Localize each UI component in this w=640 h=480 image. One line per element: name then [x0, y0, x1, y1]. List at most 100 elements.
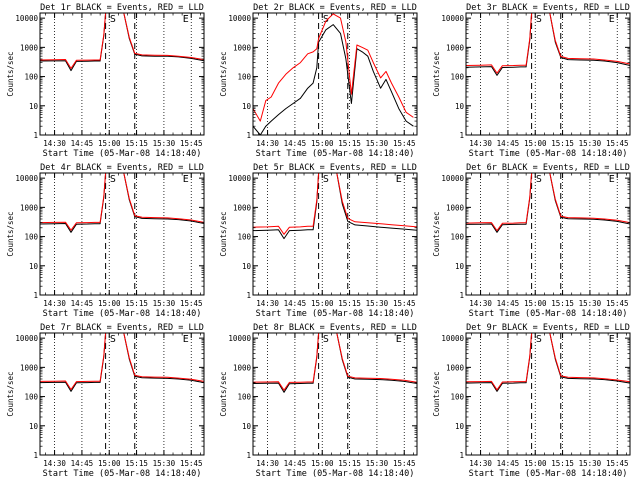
y-tick-label: 10000 [228, 174, 251, 183]
series-group [40, 13, 204, 72]
x-tick-label: 15:00 [98, 139, 121, 148]
x-tick-label: 14:45 [71, 299, 94, 308]
y-tick-label: 10000 [441, 14, 464, 23]
panel-title: Det 1r BLACK = Events, RED = LLD [40, 3, 204, 13]
plot-frame [465, 172, 631, 296]
x-tick-label: 15:30 [579, 459, 602, 468]
y-tick-label: 1000 [233, 363, 252, 372]
plot-frame [252, 12, 418, 136]
series-group [466, 333, 630, 392]
x-tick-label: 15:45 [180, 139, 203, 148]
y-tick-label: 1000 [233, 43, 252, 52]
x-axis-label: Start Time (05-Mar-08 14:18:40) [469, 309, 628, 319]
x-axis-label: Start Time (05-Mar-08 14:18:40) [43, 149, 202, 159]
x-tick-label: 15:00 [311, 299, 334, 308]
x-tick-label: 14:45 [71, 459, 94, 468]
marker-letter-e: E [183, 174, 189, 185]
marker-letter-s: S [323, 174, 329, 185]
y-tick-label: 100 [450, 233, 464, 242]
panel-title: Det 8r BLACK = Events, RED = LLD [253, 323, 417, 333]
marker-letter-s: S [536, 14, 542, 25]
y-axis-label: Counts/sec [219, 371, 228, 416]
y-tick-label: 1000 [20, 203, 39, 212]
series-line-red-lld [466, 173, 630, 232]
y-tick-label: 100 [450, 393, 464, 402]
y-tick-label: 10000 [441, 334, 464, 343]
marker-letter-s: S [323, 334, 329, 345]
series-line-red-lld [466, 13, 630, 74]
series-group [40, 333, 204, 392]
y-tick-label: 10 [29, 262, 39, 271]
x-tick-label: 14:45 [497, 139, 520, 148]
y-tick-label: 100 [450, 73, 464, 82]
x-tick-label: 15:15 [125, 139, 148, 148]
x-tick-label: 15:30 [153, 299, 176, 308]
y-tick-label: 1000 [446, 363, 465, 372]
y-tick-label: 1 [246, 131, 251, 140]
marker-letter-e: E [183, 14, 189, 25]
y-axis-label: Counts/sec [219, 211, 228, 256]
x-tick-label: 14:30 [256, 459, 279, 468]
y-tick-label: 100 [237, 73, 251, 82]
x-tick-label: 15:15 [338, 299, 361, 308]
marker-letter-e: E [183, 334, 189, 345]
series-group [466, 173, 630, 233]
y-tick-label: 100 [24, 233, 38, 242]
plot-frame [39, 332, 205, 456]
x-tick-label: 15:45 [180, 299, 203, 308]
x-tick-label: 15:30 [366, 139, 389, 148]
y-tick-label: 1 [459, 451, 464, 460]
y-tick-label: 1 [33, 451, 38, 460]
x-tick-label: 14:30 [43, 139, 66, 148]
series-group [40, 173, 204, 233]
series-line-red-lld [253, 173, 417, 235]
y-tick-label: 10 [242, 262, 252, 271]
y-tick-label: 1 [33, 131, 38, 140]
x-axis-label: Start Time (05-Mar-08 14:18:40) [256, 469, 415, 479]
series-line-red-lld [40, 333, 204, 390]
x-tick-label: 15:45 [393, 139, 416, 148]
x-tick-label: 15:00 [311, 459, 334, 468]
x-tick-label: 14:30 [256, 139, 279, 148]
y-tick-label: 10 [242, 102, 252, 111]
x-tick-label: 15:15 [338, 139, 361, 148]
y-tick-label: 1000 [446, 43, 465, 52]
series-line-black-events [253, 24, 414, 135]
y-tick-label: 1000 [20, 43, 39, 52]
x-tick-label: 15:45 [393, 459, 416, 468]
y-tick-label: 10000 [228, 14, 251, 23]
plot-frame [465, 12, 631, 136]
marker-letter-e: E [396, 14, 402, 25]
marker-letter-e: E [609, 334, 615, 345]
x-axis-label: Start Time (05-Mar-08 14:18:40) [43, 469, 202, 479]
y-tick-label: 10000 [15, 14, 38, 23]
y-tick-label: 10 [29, 422, 39, 431]
x-tick-label: 15:45 [393, 299, 416, 308]
y-tick-label: 1 [33, 291, 38, 300]
x-tick-label: 15:15 [338, 459, 361, 468]
x-axis-label: Start Time (05-Mar-08 14:18:40) [43, 309, 202, 319]
series-line-black-events [40, 173, 204, 233]
plot-frame [39, 172, 205, 296]
panel-title: Det 2r BLACK = Events, RED = LLD [253, 3, 417, 13]
x-tick-label: 15:45 [606, 139, 629, 148]
x-tick-label: 14:30 [469, 139, 492, 148]
x-tick-label: 15:15 [125, 299, 148, 308]
panel-title: Det 7r BLACK = Events, RED = LLD [40, 323, 204, 333]
series-line-red-lld [40, 173, 204, 231]
y-axis-label: Counts/sec [219, 51, 228, 96]
series-group [466, 13, 630, 76]
panel-title: Det 4r BLACK = Events, RED = LLD [40, 163, 204, 173]
y-axis-label: Counts/sec [6, 211, 15, 256]
y-tick-label: 10 [455, 262, 465, 271]
y-axis-label: Counts/sec [6, 51, 15, 96]
marker-letter-e: E [609, 14, 615, 25]
series-group [253, 333, 417, 393]
